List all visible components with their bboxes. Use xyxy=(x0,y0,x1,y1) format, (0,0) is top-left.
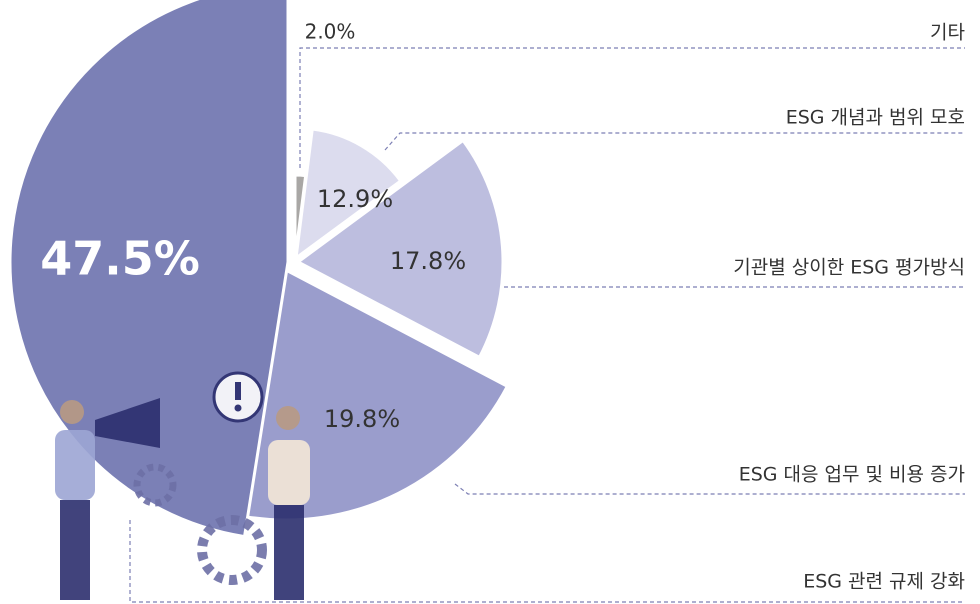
person xyxy=(55,430,95,500)
legend-label: 기관별 상이한 ESG 평가방식 xyxy=(733,257,965,279)
leader-line xyxy=(455,484,965,494)
legend-label: ESG 개념과 범위 모호 xyxy=(786,107,965,129)
value-label: 17.8% xyxy=(390,247,466,275)
person xyxy=(276,406,300,430)
person xyxy=(268,440,310,505)
legend-label: ESG 대응 업무 및 비용 증가 xyxy=(739,464,965,486)
value-label: 12.9% xyxy=(317,185,393,213)
person xyxy=(60,400,84,424)
person xyxy=(60,500,90,600)
value-label: 19.8% xyxy=(324,405,400,433)
value-label: 47.5% xyxy=(40,232,200,286)
value-label: 2.0% xyxy=(305,20,356,44)
speech-bubble xyxy=(235,382,241,400)
speech-bubble xyxy=(235,405,242,412)
chart: 2.0% 기타 12.9% ESG 개념과 범위 모호 17.8% 기관별 상이한 ESG… xyxy=(0,0,980,604)
leader-line xyxy=(385,133,965,150)
person xyxy=(274,505,304,600)
legend-label: ESG 관련 규제 강화 xyxy=(803,571,965,593)
legend-label: 기타 xyxy=(930,22,965,44)
